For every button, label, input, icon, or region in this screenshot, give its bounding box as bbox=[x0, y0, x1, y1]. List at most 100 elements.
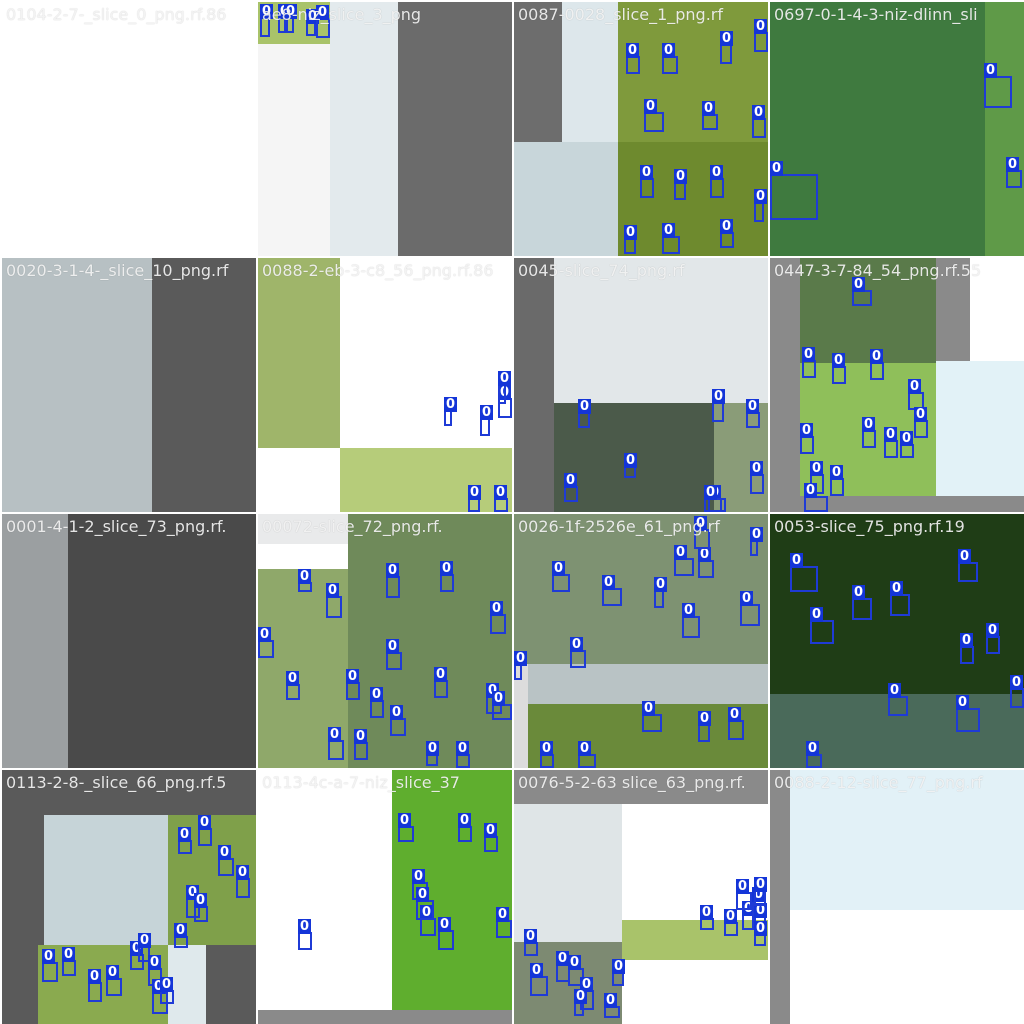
detection-box: 0 bbox=[444, 397, 458, 426]
detection-label: 0 bbox=[958, 549, 972, 564]
detection-label: 0 bbox=[194, 893, 208, 908]
detection-label: 0 bbox=[900, 431, 914, 446]
detection-label: 0 bbox=[790, 553, 804, 568]
detection-box: 0 bbox=[960, 633, 974, 664]
detection-label: 0 bbox=[654, 577, 668, 592]
detection-label: 0 bbox=[440, 561, 454, 576]
detection-label: 0 bbox=[444, 397, 458, 412]
detection-box: 0 bbox=[740, 591, 760, 626]
image-region bbox=[770, 770, 790, 1024]
detection-label: 0 bbox=[720, 219, 734, 234]
detection-label: 0 bbox=[908, 379, 922, 394]
detection-label: 0 bbox=[574, 989, 588, 1004]
image-tile: 0001-4-1-2_slice_73_png.rf. bbox=[2, 514, 256, 768]
detection-label: 0 bbox=[286, 671, 300, 686]
image-region bbox=[330, 2, 398, 256]
image-region bbox=[68, 514, 256, 768]
detection-label: 0 bbox=[700, 905, 714, 920]
detection-box: 0 bbox=[712, 389, 726, 422]
detection-label: 0 bbox=[284, 4, 298, 19]
detection-label: 0 bbox=[644, 99, 658, 114]
detection-box: 0 bbox=[524, 929, 538, 956]
detection-box: 0 bbox=[698, 711, 712, 742]
detection-box: 0 bbox=[440, 561, 454, 592]
detection-label: 0 bbox=[468, 485, 482, 500]
detection-box: 0 bbox=[984, 63, 1012, 108]
detection-box: 0 bbox=[662, 223, 680, 254]
detection-label: 0 bbox=[496, 907, 510, 922]
detection-box: 0 bbox=[754, 877, 768, 906]
detection-box: 0 bbox=[492, 691, 512, 720]
image-region bbox=[618, 142, 768, 256]
detection-label: 0 bbox=[674, 169, 688, 184]
image-region bbox=[348, 514, 512, 768]
detection-box: 0 bbox=[956, 695, 980, 732]
image-region bbox=[2, 2, 256, 256]
detection-box: 0 bbox=[624, 225, 638, 254]
detection-box: 0 bbox=[138, 933, 152, 962]
detection-label: 0 bbox=[492, 691, 506, 706]
detection-box: 0 bbox=[804, 483, 828, 512]
detection-label: 0 bbox=[736, 879, 750, 894]
detection-label: 0 bbox=[682, 603, 696, 618]
image-tile: 0 0 0 0 0 0 0 0 0 0 0 0 0 0 0 0 0076-5-2-63 slice_63_png… bbox=[514, 770, 768, 1024]
detection-box: 0 bbox=[578, 741, 596, 768]
detection-label: 0 bbox=[884, 427, 898, 442]
detection-label: 0 bbox=[720, 31, 734, 46]
detection-box: 0 bbox=[306, 9, 320, 36]
detection-box: 0 bbox=[754, 921, 768, 946]
image-tile: 0 0 0 0 0 0 0 0 0 0 0 0 0 0 0 0 0026-1f-2526e_61_png.rf bbox=[514, 514, 768, 768]
image-region bbox=[168, 945, 206, 1024]
image-region bbox=[936, 361, 1024, 496]
detection-label: 0 bbox=[698, 547, 712, 562]
detection-label: 0 bbox=[852, 277, 866, 292]
detection-label: 0 bbox=[754, 19, 768, 34]
detection-label: 0 bbox=[960, 633, 974, 648]
detection-label: 0 bbox=[386, 563, 400, 578]
detection-box: 0 bbox=[754, 19, 768, 52]
image-region bbox=[514, 664, 528, 768]
detection-label: 0 bbox=[830, 465, 844, 480]
detection-label: 0 bbox=[498, 371, 512, 386]
detection-label: 0 bbox=[490, 601, 504, 616]
detection-box: 0 bbox=[900, 431, 914, 458]
detection-box: 0 bbox=[106, 965, 122, 996]
detection-box: 0 bbox=[674, 169, 688, 200]
detection-label: 0 bbox=[674, 545, 688, 560]
detection-box: 0 bbox=[888, 683, 908, 716]
detection-box: 0 bbox=[420, 905, 436, 936]
detection-label: 0 bbox=[698, 711, 712, 726]
detection-label: 0 bbox=[390, 705, 404, 720]
image-region bbox=[770, 514, 1024, 694]
detection-box: 0 bbox=[720, 31, 734, 64]
image-tile: 0 0 0 0 0 0 0 0 0 0113-4c-a-7-niz_slice_37 bbox=[258, 770, 512, 1024]
detection-label: 0 bbox=[236, 865, 250, 880]
detection-label: 0 bbox=[810, 461, 824, 476]
detection-label: 0 bbox=[88, 969, 102, 984]
detection-label: 0 bbox=[480, 405, 494, 420]
detection-label: 0 bbox=[712, 389, 726, 404]
detection-box: 0 bbox=[810, 607, 834, 644]
detection-label: 0 bbox=[564, 473, 578, 488]
image-region bbox=[970, 258, 1024, 361]
image-region bbox=[622, 770, 768, 1024]
detection-label: 0 bbox=[752, 105, 766, 120]
detection-box: 0 bbox=[62, 947, 76, 976]
image-region bbox=[44, 815, 170, 945]
detection-box: 0 bbox=[456, 741, 470, 768]
detection-label: 0 bbox=[612, 959, 626, 974]
detection-box: 0 bbox=[612, 959, 626, 986]
detection-label: 0 bbox=[852, 585, 866, 600]
detection-label: 0 bbox=[258, 627, 272, 642]
detection-box: 0 bbox=[662, 43, 678, 74]
detection-label: 0 bbox=[862, 417, 876, 432]
detection-label: 0 bbox=[398, 813, 412, 828]
detection-label: 0 bbox=[62, 947, 76, 962]
detection-box: 0 bbox=[852, 277, 872, 306]
detection-label: 0 bbox=[750, 527, 764, 542]
detection-box: 0 bbox=[862, 417, 876, 448]
image-region bbox=[514, 142, 618, 256]
detection-label: 0 bbox=[662, 223, 676, 238]
detection-label: 0 bbox=[702, 101, 716, 116]
detection-box: 0 bbox=[728, 707, 744, 740]
